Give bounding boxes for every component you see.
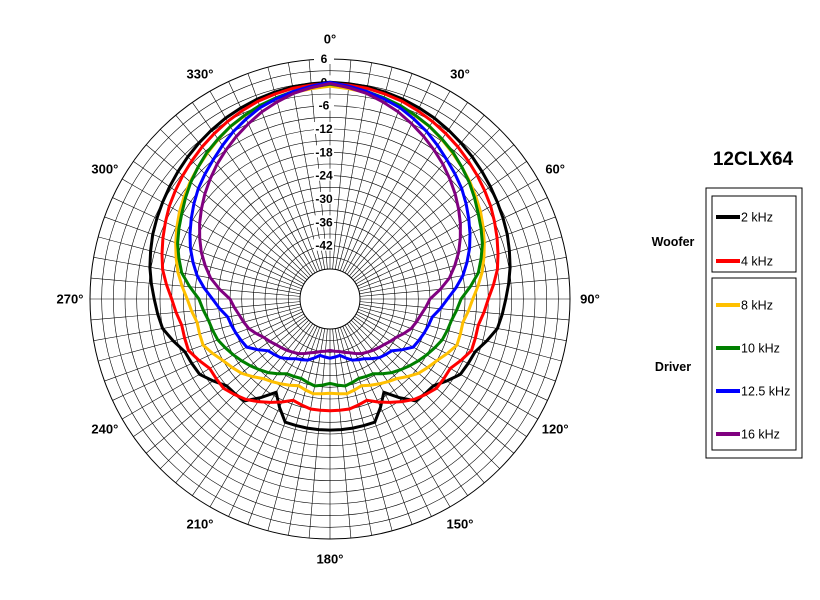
grid-spoke bbox=[308, 59, 328, 270]
angle-tick-label: 330° bbox=[187, 66, 214, 81]
legend-group-box bbox=[711, 195, 797, 273]
grid-spoke bbox=[247, 73, 321, 271]
grid-spoke bbox=[192, 102, 314, 275]
series-line-2-khz bbox=[148, 80, 512, 432]
radial-tick-label-bg bbox=[314, 238, 334, 251]
series-lines bbox=[148, 80, 512, 432]
grid-spoke bbox=[346, 102, 468, 275]
grid-spoke bbox=[288, 62, 326, 270]
angle-tick-label: 150° bbox=[447, 517, 474, 532]
series-line-4-khz bbox=[160, 81, 500, 413]
grid-spoke bbox=[357, 311, 548, 401]
angle-tick-label: 240° bbox=[91, 422, 118, 437]
grid-spoke bbox=[332, 328, 352, 539]
angle-tick-label: 60° bbox=[545, 162, 565, 177]
series-line-10-khz bbox=[176, 82, 484, 388]
chart-title: 12CLX64 bbox=[713, 149, 794, 170]
legend-entry-label: 10 kHz bbox=[741, 342, 780, 356]
grid-spoke bbox=[351, 129, 500, 278]
grid-spoke bbox=[267, 327, 323, 531]
radial-tick-label: -24 bbox=[315, 169, 333, 183]
radial-tick-label: -36 bbox=[315, 215, 333, 229]
series-line-8-khz bbox=[174, 84, 486, 396]
grid-spoke bbox=[133, 161, 306, 283]
legend-frame bbox=[705, 187, 803, 459]
grid-spoke bbox=[358, 236, 562, 292]
radial-tick-label-bg bbox=[314, 215, 334, 228]
legend: Woofer 2 kHz 4 kHz Driver 8 kHz 10 kHz 12.5 kH… bbox=[652, 187, 803, 459]
legend-entry-label: 2 kHz bbox=[741, 211, 773, 225]
grid-spoke bbox=[98, 236, 302, 292]
grid-spoke bbox=[337, 327, 393, 531]
legend-entry-label: 8 kHz bbox=[741, 299, 773, 313]
grid-spoke bbox=[122, 313, 305, 420]
series-line-16-khz bbox=[198, 81, 462, 356]
radial-tick-label: 6 bbox=[321, 52, 328, 66]
legend-entry-label: 4 kHz bbox=[741, 255, 773, 269]
grid-spoke bbox=[358, 216, 556, 290]
radial-tick-label-bg bbox=[314, 122, 334, 134]
grid-spoke bbox=[90, 301, 301, 321]
radial-tick-label-bg bbox=[314, 52, 334, 64]
grid-spoke bbox=[104, 216, 302, 290]
grid-ring bbox=[299, 268, 361, 330]
grid-spoke bbox=[342, 326, 432, 517]
grid-spoke bbox=[349, 321, 485, 484]
grid-spoke bbox=[160, 129, 309, 278]
angle-tick-label: 120° bbox=[542, 422, 569, 437]
grid-spoke bbox=[355, 178, 538, 285]
grid-spoke bbox=[90, 277, 301, 297]
grid-spoke bbox=[355, 313, 538, 420]
grid-spoke bbox=[359, 301, 570, 321]
grid-spoke bbox=[228, 81, 318, 272]
radial-tick-label: -30 bbox=[315, 192, 333, 206]
legend-group-label: Driver bbox=[655, 360, 691, 374]
grid-spoke bbox=[334, 62, 372, 270]
angle-tick-label: 0° bbox=[324, 32, 336, 47]
radial-tick-label: -18 bbox=[315, 145, 333, 159]
legend-entry-label: 16 kHz bbox=[741, 428, 780, 442]
grid-spoke bbox=[228, 326, 318, 517]
grid-spoke bbox=[133, 315, 306, 437]
angle-tick-label: 180° bbox=[317, 552, 344, 567]
grid-spoke bbox=[334, 328, 372, 536]
radial-tick-label: -6 bbox=[319, 99, 330, 113]
angle-tick-labels: 0° 30° 60° 90° 120° 150° 180° 210° 240° 270° 300° 3… bbox=[57, 32, 600, 567]
legend-group-box bbox=[711, 277, 797, 451]
radial-tick-label: -12 bbox=[315, 122, 333, 136]
grid-spoke bbox=[175, 321, 311, 484]
angle-tick-label: 30° bbox=[450, 66, 470, 81]
grid-spoke bbox=[288, 328, 326, 536]
angle-tick-label: 300° bbox=[91, 162, 118, 177]
angle-tick-label: 90° bbox=[580, 292, 600, 307]
radial-tick-label: -42 bbox=[315, 239, 333, 253]
grid-spoke bbox=[352, 144, 515, 280]
legend-entry-label: 12.5 kHz bbox=[741, 385, 790, 399]
grid-spoke bbox=[112, 197, 303, 287]
grid-spoke bbox=[145, 144, 308, 280]
grid-spoke bbox=[354, 161, 527, 283]
grid-spoke bbox=[332, 59, 352, 270]
series-line-12-5-khz bbox=[188, 80, 472, 362]
grid-spoke bbox=[344, 324, 451, 507]
angle-tick-label: 210° bbox=[187, 517, 214, 532]
grid-spoke bbox=[122, 178, 305, 285]
grid-spoke bbox=[112, 311, 303, 401]
grid-spoke bbox=[339, 73, 413, 271]
grid-spoke bbox=[359, 277, 570, 297]
radial-tick-label-bg bbox=[314, 145, 334, 158]
grid-spoke bbox=[209, 324, 316, 507]
angle-tick-label: 270° bbox=[57, 292, 84, 307]
radial-tick-label-bg bbox=[314, 98, 334, 111]
radial-tick-label-bg bbox=[314, 168, 334, 181]
polar-grid bbox=[89, 58, 571, 540]
grid-spoke bbox=[308, 328, 328, 539]
grid-spoke bbox=[342, 81, 432, 272]
legend-group-label: Woofer bbox=[652, 235, 695, 249]
grid-spoke bbox=[357, 197, 548, 287]
grid-spoke bbox=[354, 315, 527, 437]
radial-tick-label-bg bbox=[314, 192, 334, 204]
